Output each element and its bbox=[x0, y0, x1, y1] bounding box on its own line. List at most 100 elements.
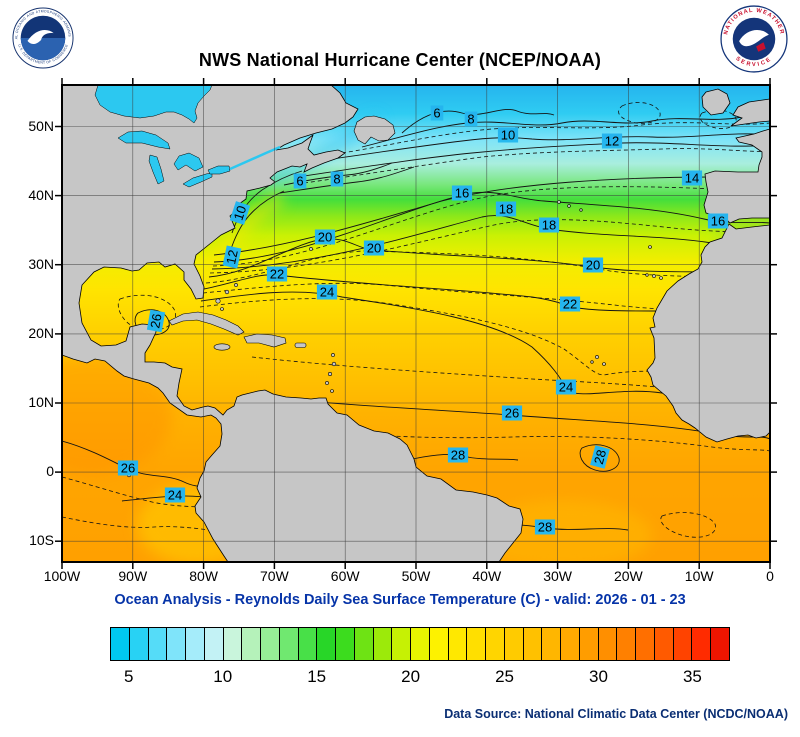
canary-islands bbox=[645, 273, 663, 280]
colorbar-tick: 10 bbox=[213, 667, 233, 686]
caption: Ocean Analysis - Reynolds Daily Sea Surf… bbox=[114, 592, 686, 608]
svg-text:24: 24 bbox=[168, 488, 182, 503]
colorbar-cell bbox=[654, 628, 674, 660]
nws-cloud-icon bbox=[739, 29, 769, 47]
lon-tick-label: 60W bbox=[330, 568, 360, 584]
colorbar-cell bbox=[373, 628, 393, 660]
svg-text:16: 16 bbox=[455, 186, 469, 201]
noaa-logo: NATIONAL OCEANIC AND ATMOSPHERIC ADMINIS… bbox=[12, 7, 74, 74]
contour-label: 12 bbox=[601, 133, 623, 149]
contour-label: 26 bbox=[117, 460, 139, 476]
colorbar-cell bbox=[392, 628, 411, 660]
colorbar-tick: 35 bbox=[682, 667, 702, 686]
svg-text:14: 14 bbox=[685, 171, 699, 186]
colorbar-cell bbox=[354, 628, 374, 660]
england bbox=[730, 98, 770, 127]
colorbar-cell bbox=[561, 628, 580, 660]
colorbar-tick: 15 bbox=[307, 667, 327, 686]
lat-tick-label: 20N bbox=[28, 324, 54, 341]
colorbar-tick: 5 bbox=[124, 667, 134, 686]
ireland bbox=[701, 88, 731, 116]
colorbar-cell bbox=[223, 628, 243, 660]
lake-erie bbox=[182, 172, 213, 188]
lake-huron bbox=[173, 152, 204, 172]
colorbar-cell bbox=[261, 628, 280, 660]
colorbar-cell bbox=[204, 628, 224, 660]
contour-label: 28 bbox=[590, 445, 610, 469]
contour-label: 12 bbox=[222, 245, 242, 269]
svg-text:28: 28 bbox=[591, 448, 609, 466]
svg-text:6: 6 bbox=[296, 174, 303, 189]
lon-tick-label: 40W bbox=[472, 568, 502, 584]
lat-tick-label: 40N bbox=[28, 186, 54, 203]
colorbar-tick: 25 bbox=[495, 667, 514, 686]
noaa-logo-svg: NATIONAL OCEANIC AND ATMOSPHERIC ADMINIS… bbox=[12, 7, 74, 69]
colorbar-cell bbox=[298, 628, 318, 660]
contour-label: 14 bbox=[681, 170, 703, 186]
colorbar-cell bbox=[692, 628, 711, 660]
lon-tick-label: 50W bbox=[401, 568, 431, 584]
colorbar-cell bbox=[523, 628, 543, 660]
lon-tick-label: 30W bbox=[543, 568, 572, 584]
contour-label: 20 bbox=[314, 229, 336, 245]
svg-text:22: 22 bbox=[563, 297, 577, 312]
svg-text:18: 18 bbox=[499, 202, 513, 217]
lon-tick-label: 80W bbox=[189, 568, 218, 584]
lon-tick-label: 0 bbox=[766, 568, 774, 584]
svg-text:10: 10 bbox=[231, 204, 250, 222]
landmasses bbox=[62, 85, 770, 562]
colorbar-cell bbox=[129, 628, 149, 660]
bahamas-islands bbox=[215, 283, 238, 311]
africa-landmass bbox=[646, 223, 770, 443]
colorbar-tick-labels: 5 10 15 20 25 30 35 bbox=[110, 667, 730, 691]
lon-tick-label: 10W bbox=[684, 568, 714, 584]
contour-label: 6 bbox=[293, 173, 307, 189]
contour-label: 20 bbox=[582, 257, 604, 273]
lon-tick-label: 90W bbox=[118, 568, 148, 584]
iberia-france bbox=[703, 128, 770, 224]
colorbar-cell bbox=[242, 628, 261, 660]
nws-logo-svg: NATIONAL WEATHER SERVICE bbox=[720, 5, 788, 73]
colorbar-tick: 30 bbox=[589, 667, 608, 686]
hudson-bay bbox=[94, 85, 213, 124]
noaa-bird-icon bbox=[27, 29, 54, 45]
svg-text:20: 20 bbox=[586, 258, 600, 273]
sst-map-svg: 6 8 10 12 14 6 8 10 12 16 18 18 16 20 20 20 22 22 24 24 26 26… bbox=[55, 78, 777, 569]
svg-text:24: 24 bbox=[559, 380, 573, 395]
contour-label: 26 bbox=[146, 309, 166, 333]
svg-text:26: 26 bbox=[505, 406, 519, 421]
svg-text:10: 10 bbox=[501, 128, 515, 143]
colorbar-cell bbox=[186, 628, 205, 660]
contour-label: 18 bbox=[495, 201, 517, 217]
nws-logo: NATIONAL WEATHER SERVICE bbox=[720, 5, 788, 78]
svg-text:12: 12 bbox=[223, 248, 241, 265]
lat-tick-label: 10S bbox=[29, 532, 54, 549]
colorbar-cell bbox=[148, 628, 168, 660]
contour-label: 22 bbox=[266, 266, 288, 282]
lake-ontario bbox=[207, 165, 231, 175]
sst-map: 6 8 10 12 14 6 8 10 12 16 18 18 16 20 20 20 22 22 24 24 26 26… bbox=[52, 75, 780, 572]
lat-tick-label: 0 bbox=[46, 463, 54, 480]
colorbar-cell bbox=[111, 628, 130, 660]
colorbar-cell bbox=[636, 628, 655, 660]
colorbar-cell bbox=[167, 628, 186, 660]
svg-text:24: 24 bbox=[320, 285, 334, 300]
contour-label: 26 bbox=[501, 405, 523, 421]
colorbar-cell bbox=[336, 628, 355, 660]
contour-label: 28 bbox=[447, 447, 469, 463]
lon-tick-label: 100W bbox=[43, 568, 81, 584]
contour-label: 24 bbox=[164, 487, 186, 503]
colorbar-cell bbox=[598, 628, 618, 660]
colorbar-cell bbox=[579, 628, 599, 660]
contour-label: 6 bbox=[430, 105, 444, 121]
svg-text:20: 20 bbox=[318, 230, 332, 245]
lake-superior bbox=[117, 130, 171, 150]
contour-label: 28 bbox=[534, 519, 556, 535]
cuba bbox=[168, 311, 245, 336]
colorbar-cell bbox=[617, 628, 636, 660]
svg-text:12: 12 bbox=[605, 134, 619, 149]
svg-text:26: 26 bbox=[147, 313, 164, 330]
lon-tick-label: 70W bbox=[259, 568, 289, 584]
newfoundland bbox=[353, 115, 396, 145]
svg-text:8: 8 bbox=[333, 172, 340, 187]
